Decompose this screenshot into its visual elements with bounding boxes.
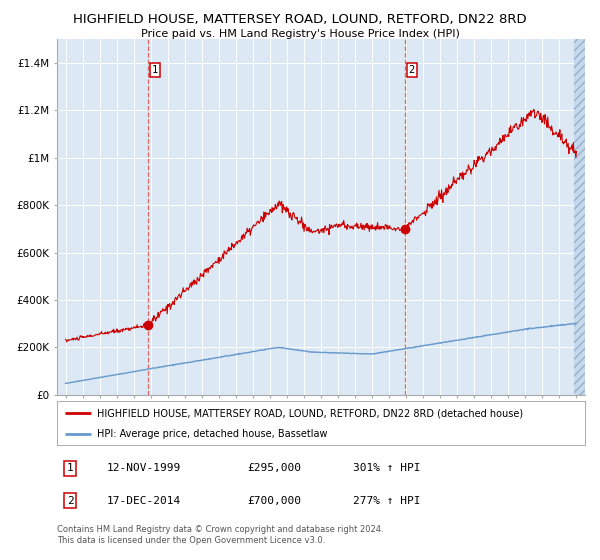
- Text: Contains HM Land Registry data © Crown copyright and database right 2024.
This d: Contains HM Land Registry data © Crown c…: [57, 525, 383, 545]
- Text: 12-NOV-1999: 12-NOV-1999: [107, 464, 181, 473]
- Text: Price paid vs. HM Land Registry's House Price Index (HPI): Price paid vs. HM Land Registry's House …: [140, 29, 460, 39]
- Text: 301% ↑ HPI: 301% ↑ HPI: [353, 464, 420, 473]
- Text: 1: 1: [67, 464, 74, 473]
- Text: £295,000: £295,000: [247, 464, 301, 473]
- Text: 2: 2: [67, 496, 74, 506]
- Text: 1: 1: [152, 65, 158, 75]
- Text: 277% ↑ HPI: 277% ↑ HPI: [353, 496, 420, 506]
- Text: HIGHFIELD HOUSE, MATTERSEY ROAD, LOUND, RETFORD, DN22 8RD (detached house): HIGHFIELD HOUSE, MATTERSEY ROAD, LOUND, …: [97, 408, 523, 418]
- Bar: [574, 39, 585, 395]
- Text: HPI: Average price, detached house, Bassetlaw: HPI: Average price, detached house, Bass…: [97, 429, 327, 439]
- Text: 17-DEC-2014: 17-DEC-2014: [107, 496, 181, 506]
- Text: £700,000: £700,000: [247, 496, 301, 506]
- Text: HIGHFIELD HOUSE, MATTERSEY ROAD, LOUND, RETFORD, DN22 8RD: HIGHFIELD HOUSE, MATTERSEY ROAD, LOUND, …: [73, 13, 527, 26]
- Text: 2: 2: [409, 65, 415, 75]
